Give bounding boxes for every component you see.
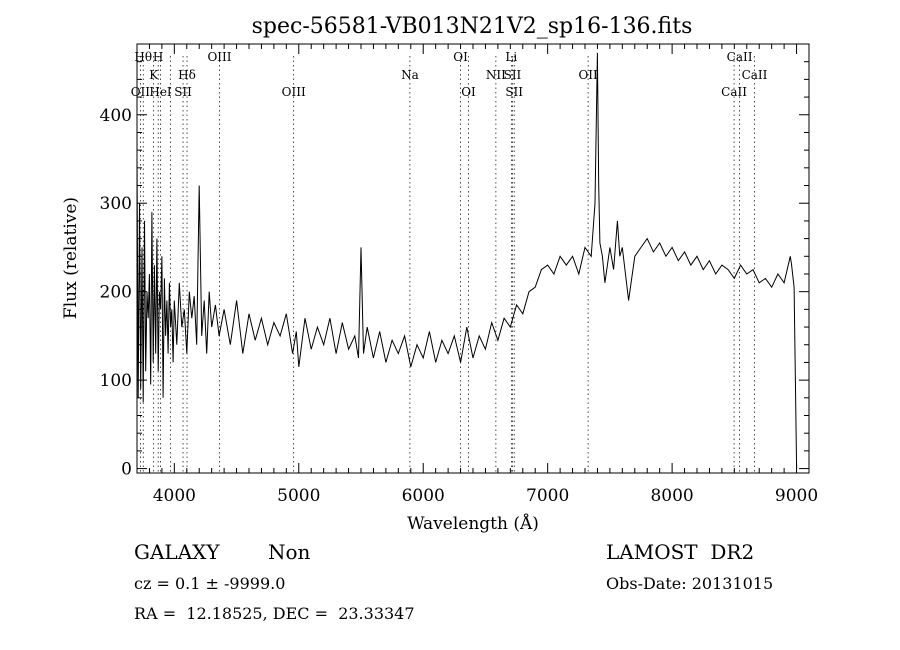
- y-axis-label: Flux (relative): [61, 197, 81, 319]
- line-label: OIII: [282, 85, 306, 99]
- line-label: Li: [505, 50, 517, 64]
- line-label: K: [149, 68, 159, 82]
- survey-label: LAMOST DR2: [606, 540, 755, 564]
- x-tick-label: 5000: [277, 486, 320, 506]
- y-tick-label: 0: [121, 460, 132, 480]
- line-label: OI: [461, 85, 476, 99]
- x-tick-label: 7000: [526, 486, 569, 506]
- plot-frame: [136, 43, 810, 474]
- line-label: CaII: [742, 68, 768, 82]
- observation-date: Obs-Date: 20131015: [606, 574, 774, 593]
- line-label: SII: [504, 68, 522, 82]
- chart-title: spec-56581-VB013N21V2_sp16-136.fits: [252, 14, 693, 39]
- object-class: GALAXY: [134, 540, 220, 564]
- x-tick-label: 6000: [402, 486, 445, 506]
- y-tick-label: 200: [100, 283, 132, 303]
- spectrum-line: [136, 52, 798, 469]
- line-label: OII: [578, 68, 598, 82]
- x-tick-label: 8000: [650, 486, 693, 506]
- line-label: OI: [453, 50, 468, 64]
- line-label: CaII: [721, 85, 747, 99]
- x-axis-label: Wavelength (Å): [407, 513, 539, 534]
- line-label: OIII: [207, 50, 231, 64]
- line-label: HeI: [149, 85, 172, 99]
- y-tick-label: 400: [100, 106, 132, 126]
- y-axis: 0 100 200 300 400: [100, 61, 809, 480]
- line-label: NII: [486, 68, 506, 82]
- line-label: Hθ: [134, 50, 152, 64]
- line-label: H: [153, 50, 163, 64]
- line-label: SII: [505, 85, 523, 99]
- object-subclass: Non: [268, 540, 311, 564]
- x-axis: 4000 5000 6000 7000 8000 9000: [148, 44, 818, 506]
- line-label: SII: [174, 85, 192, 99]
- line-label: Na: [401, 68, 419, 82]
- line-markers: [140, 56, 755, 473]
- line-label: Hδ: [178, 68, 196, 82]
- coordinates-readout: RA = 12.18525, DEC = 23.33347: [134, 604, 415, 623]
- y-tick-label: 100: [100, 371, 132, 391]
- x-tick-label: 4000: [153, 486, 196, 506]
- redshift-readout: cz = 0.1 ± -9999.0: [134, 574, 286, 593]
- y-tick-label: 300: [100, 194, 132, 214]
- line-label: OII: [131, 85, 151, 99]
- x-tick-label: 9000: [775, 486, 818, 506]
- line-label: CaII: [727, 50, 753, 64]
